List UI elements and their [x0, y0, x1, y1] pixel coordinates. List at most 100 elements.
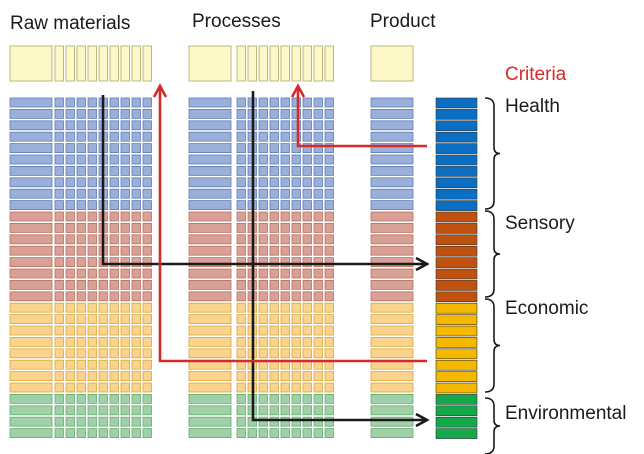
- grid-wide-cell: [370, 188, 414, 199]
- grid-small-cell: [87, 131, 97, 142]
- grid-wide-cell: [188, 291, 232, 302]
- header-small-cell: [109, 45, 119, 82]
- criteria-cell: [435, 325, 478, 337]
- grid-wide-cell: [188, 348, 232, 359]
- criteria-cell: [435, 223, 478, 234]
- grid-wide-cell: [188, 279, 232, 290]
- grid-small-cell: [98, 382, 108, 393]
- grid-small-cell: [109, 382, 119, 393]
- grid-small-cell: [291, 325, 301, 336]
- grid-small-cell: [120, 416, 130, 427]
- grid-small-cell: [269, 222, 279, 233]
- grid-small-cell: [87, 234, 97, 245]
- grid-wide-cell: [9, 245, 53, 256]
- grid-small-cell: [54, 382, 64, 393]
- grid-wide-cell: [188, 222, 232, 233]
- grid-small-cell: [302, 109, 312, 119]
- grid-wide-cell: [370, 314, 414, 325]
- grid-small-cell: [280, 371, 290, 382]
- grid-small-cell: [236, 393, 246, 404]
- grid-small-cell: [236, 291, 246, 302]
- grid-small-cell: [269, 336, 279, 347]
- grid-small-cell: [98, 428, 108, 439]
- grid-small-cell: [120, 325, 130, 336]
- grid-small-cell: [120, 200, 130, 211]
- grid-small-cell: [324, 143, 334, 154]
- grid-small-cell: [76, 154, 86, 165]
- header-small-cell: [302, 45, 312, 82]
- grid-small-cell: [98, 348, 108, 359]
- grid-small-cell: [313, 109, 323, 119]
- grid-small-cell: [120, 234, 130, 245]
- grid-small-cell: [324, 336, 334, 347]
- grid-wide-cell: [188, 120, 232, 131]
- flow-red-line: [296, 88, 427, 148]
- grid-small-cell: [98, 393, 108, 404]
- grid-small-cell: [76, 416, 86, 427]
- grid-small-cell: [98, 302, 108, 313]
- grid-small-cell: [87, 154, 97, 165]
- category-braces: [484, 97, 501, 454]
- grid-small-cell: [142, 279, 152, 290]
- grid-wide-cell: [9, 382, 53, 393]
- header-wide-cell: [188, 45, 232, 82]
- grid-small-cell: [120, 279, 130, 290]
- grid-small-cell: [302, 348, 312, 359]
- criteria-column: [435, 97, 478, 439]
- grid-small-cell: [76, 359, 86, 370]
- grid-small-cell: [302, 302, 312, 313]
- grid-small-cell: [280, 234, 290, 245]
- grid-small-cell: [236, 234, 246, 245]
- grid-small-cell: [76, 222, 86, 233]
- grid-small-cell: [87, 97, 97, 108]
- grid-small-cell: [98, 405, 108, 416]
- grid-small-cell: [54, 371, 64, 382]
- header-raw-materials: Raw materials: [10, 13, 130, 34]
- grid-small-cell: [54, 222, 64, 233]
- grid-small-cell: [54, 393, 64, 404]
- grid-wide-cell: [188, 336, 232, 347]
- grid-small-cell: [313, 302, 323, 313]
- grid-small-cell: [142, 234, 152, 245]
- grid-small-cell: [280, 222, 290, 233]
- grid-small-cell: [291, 109, 301, 119]
- grid-small-cell: [76, 291, 86, 302]
- grid-small-cell: [280, 279, 290, 290]
- header-product: Product: [370, 11, 436, 32]
- grid-small-cell: [236, 245, 246, 256]
- grid-small-cell: [120, 211, 130, 222]
- grid-small-cell: [313, 336, 323, 347]
- grid-small-cell: [142, 131, 152, 142]
- grid-small-cell: [131, 200, 141, 211]
- grid-small-cell: [258, 302, 268, 313]
- grid-small-cell: [302, 405, 312, 416]
- grid-wide-cell: [9, 336, 53, 347]
- grid-wide-cell: [9, 393, 53, 404]
- grid-wide-cell: [9, 131, 53, 142]
- grid-small-cell: [76, 336, 86, 347]
- header-small-cell: [54, 45, 64, 82]
- grid-small-cell: [109, 348, 119, 359]
- grid-small-cell: [291, 382, 301, 393]
- grid-small-cell: [76, 109, 86, 119]
- grid-small-cell: [269, 393, 279, 404]
- grid-small-cell: [142, 371, 152, 382]
- criteria-cell: [435, 177, 478, 189]
- criteria-cell: [435, 143, 478, 154]
- grid-small-cell: [302, 279, 312, 290]
- grid-small-cell: [120, 177, 130, 188]
- header-small-cell: [131, 45, 141, 82]
- grid-small-cell: [258, 200, 268, 211]
- grid-small-cell: [236, 188, 246, 199]
- grid-small-cell: [302, 393, 312, 404]
- grid-small-cell: [302, 154, 312, 165]
- grid-wide-cell: [9, 200, 53, 211]
- grid-small-cell: [131, 120, 141, 131]
- grid-small-cell: [120, 428, 130, 439]
- grid-small-cell: [280, 120, 290, 131]
- grid-small-cell: [87, 177, 97, 188]
- grid-small-cell: [313, 245, 323, 256]
- grid-small-cell: [258, 143, 268, 154]
- grid-small-cell: [109, 211, 119, 222]
- grid-small-cell: [313, 165, 323, 176]
